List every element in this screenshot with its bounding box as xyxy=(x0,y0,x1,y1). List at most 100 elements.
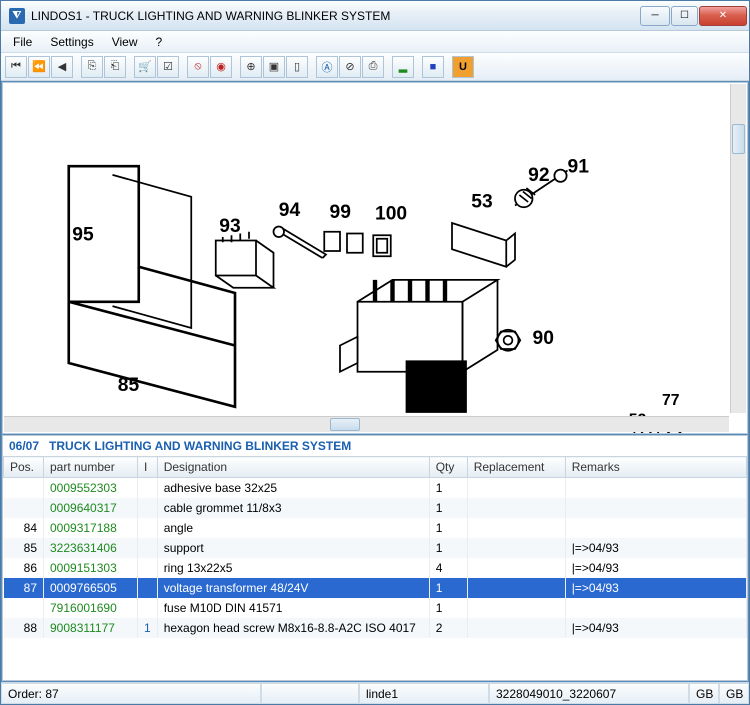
table-row[interactable]: 870009766505voltage transformer 48/24V1|… xyxy=(4,578,747,598)
status-lang-2: GB xyxy=(719,683,749,704)
cell-replacement xyxy=(467,578,565,598)
col-partnum[interactable]: part number xyxy=(44,457,138,478)
page-button[interactable]: ▯ xyxy=(286,56,308,78)
table-row[interactable]: 8890083111771hexagon head screw M8x16-8.… xyxy=(4,618,747,638)
cell-i xyxy=(138,498,158,518)
cell-i xyxy=(138,578,158,598)
cell-i: 1 xyxy=(138,618,158,638)
cell-qty: 2 xyxy=(429,618,467,638)
scrollbar-thumb[interactable] xyxy=(732,124,745,154)
status-lang-1: GB xyxy=(689,683,719,704)
rewind-button[interactable]: ⏪ xyxy=(28,56,50,78)
parts-grid[interactable]: Pos. part number I Designation Qty Repla… xyxy=(3,456,747,680)
cell-designation: ring 13x22x5 xyxy=(157,558,429,578)
blue-button[interactable]: ■ xyxy=(422,56,444,78)
col-remarks[interactable]: Remarks xyxy=(565,457,746,478)
svg-text:92: 92 xyxy=(528,165,549,186)
col-i[interactable]: I xyxy=(138,457,158,478)
app-icon: ⧨ xyxy=(9,8,25,24)
app-window: ⧨ LINDOS1 - TRUCK LIGHTING AND WARNING B… xyxy=(0,0,750,705)
cell-i xyxy=(138,558,158,578)
cell-qty: 1 xyxy=(429,538,467,558)
cell-i xyxy=(138,518,158,538)
check-button[interactable]: ☑ xyxy=(157,56,179,78)
cell-i xyxy=(138,478,158,498)
find-a-button[interactable]: Ⓐ xyxy=(316,56,338,78)
close-button[interactable]: ✕ xyxy=(699,6,747,26)
paste-button[interactable]: ⎗ xyxy=(104,56,126,78)
svg-text:90: 90 xyxy=(533,328,554,349)
hide-button[interactable]: ⦸ xyxy=(187,56,209,78)
cell-remarks: |=>04/93 xyxy=(565,538,746,558)
cell-partnum: 7916001690 xyxy=(44,598,138,618)
cell-designation: adhesive base 32x25 xyxy=(157,478,429,498)
menu-help[interactable]: ? xyxy=(148,33,171,51)
table-row[interactable]: 0009552303adhesive base 32x251 xyxy=(4,478,747,498)
cell-replacement xyxy=(467,598,565,618)
header-row: Pos. part number I Designation Qty Repla… xyxy=(4,457,747,478)
zoom-in-button[interactable]: ⊕ xyxy=(240,56,262,78)
status-user: linde1 xyxy=(359,683,489,704)
cell-qty: 1 xyxy=(429,478,467,498)
col-replacement[interactable]: Replacement xyxy=(467,457,565,478)
menu-bar: File Settings View ? xyxy=(1,31,749,53)
cell-remarks: |=>04/93 xyxy=(565,578,746,598)
menu-file[interactable]: File xyxy=(5,33,40,51)
cell-remarks xyxy=(565,478,746,498)
col-designation[interactable]: Designation xyxy=(157,457,429,478)
cell-i xyxy=(138,538,158,558)
find-q-button[interactable]: ⊘ xyxy=(339,56,361,78)
table-row[interactable]: 860009151303ring 13x22x54|=>04/93 xyxy=(4,558,747,578)
cart-button[interactable]: 🛒 xyxy=(134,56,156,78)
cell-qty: 1 xyxy=(429,598,467,618)
cell-pos: 85 xyxy=(4,538,44,558)
copy-button[interactable]: ⎘ xyxy=(81,56,103,78)
window-controls: ─ ☐ ✕ xyxy=(640,6,747,26)
svg-text:100: 100 xyxy=(375,204,407,225)
globe-button[interactable]: ◉ xyxy=(210,56,232,78)
cell-qty: 1 xyxy=(429,518,467,538)
cell-replacement xyxy=(467,478,565,498)
vertical-scrollbar[interactable] xyxy=(730,84,746,413)
print-button[interactable]: ⎙ xyxy=(362,56,384,78)
prev-button[interactable]: ◀ xyxy=(51,56,73,78)
status-order: Order: 87 xyxy=(1,683,261,704)
cell-partnum: 0009151303 xyxy=(44,558,138,578)
table-row[interactable]: 0009640317cable grommet 11/8x31 xyxy=(4,498,747,518)
horizontal-scrollbar[interactable] xyxy=(4,416,729,432)
title-bar[interactable]: ⧨ LINDOS1 - TRUCK LIGHTING AND WARNING B… xyxy=(1,1,749,31)
cell-designation: angle xyxy=(157,518,429,538)
frame-button[interactable]: ▣ xyxy=(263,56,285,78)
table-row[interactable]: 853223631406support1|=>04/93 xyxy=(4,538,747,558)
table-row[interactable]: 840009317188angle1 xyxy=(4,518,747,538)
menu-settings[interactable]: Settings xyxy=(42,33,101,51)
col-pos[interactable]: Pos. xyxy=(4,457,44,478)
cell-pos: 88 xyxy=(4,618,44,638)
scrollbar-thumb[interactable] xyxy=(330,418,360,431)
cell-designation: cable grommet 11/8x3 xyxy=(157,498,429,518)
u-button[interactable]: U xyxy=(452,56,474,78)
section-number: 06/07 xyxy=(9,439,39,453)
cell-designation: fuse M10D DIN 41571 xyxy=(157,598,429,618)
cell-qty: 4 xyxy=(429,558,467,578)
cell-partnum: 0009317188 xyxy=(44,518,138,538)
first-button[interactable]: ⏮ xyxy=(5,56,27,78)
minimize-button[interactable]: ─ xyxy=(640,6,670,26)
book-button[interactable]: ▂ xyxy=(392,56,414,78)
svg-text:53: 53 xyxy=(471,191,493,212)
cell-partnum: 9008311177 xyxy=(44,618,138,638)
col-qty[interactable]: Qty xyxy=(429,457,467,478)
svg-text:77: 77 xyxy=(662,392,680,409)
svg-text:94: 94 xyxy=(279,200,301,221)
cell-i xyxy=(138,598,158,618)
diagram-pane[interactable]: 959394991005392919087855277 xyxy=(2,82,748,434)
menu-view[interactable]: View xyxy=(104,33,146,51)
maximize-button[interactable]: ☐ xyxy=(671,6,698,26)
exploded-diagram: 959394991005392919087855277 xyxy=(3,83,747,433)
cell-replacement xyxy=(467,538,565,558)
cell-remarks xyxy=(565,498,746,518)
svg-text:91: 91 xyxy=(568,156,590,177)
cell-qty: 1 xyxy=(429,578,467,598)
table-row[interactable]: 7916001690 fuse M10D DIN 415711 xyxy=(4,598,747,618)
status-empty xyxy=(261,683,359,704)
